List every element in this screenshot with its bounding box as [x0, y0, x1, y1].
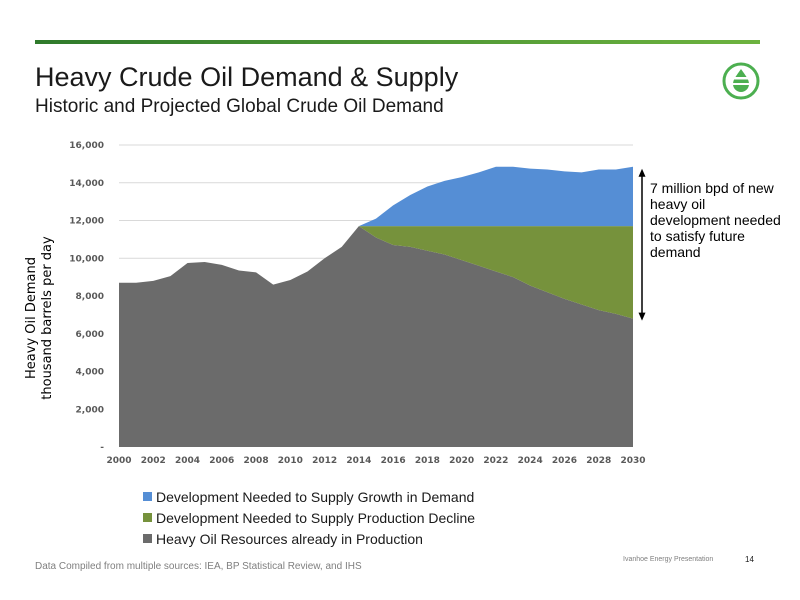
- x-tick-label: 2026: [552, 456, 577, 466]
- x-tick-label: 2002: [141, 456, 166, 466]
- top-accent-bar: [35, 40, 760, 44]
- chart-legend: Development Needed to Supply Growth in D…: [143, 486, 475, 549]
- y-tick-label: 12,000: [69, 217, 104, 227]
- y-tick-label: 2,000: [76, 405, 104, 415]
- slide-title: Heavy Crude Oil Demand & Supply: [35, 62, 459, 92]
- x-tick-label: 2030: [620, 456, 645, 466]
- y-tick-label: 6,000: [76, 330, 104, 340]
- legend-swatch: [143, 513, 152, 522]
- area-series-1: [119, 226, 633, 319]
- x-tick-label: 2008: [244, 456, 269, 466]
- area-series-2: [119, 166, 633, 285]
- x-tick-label: 2018: [415, 456, 440, 466]
- x-tick-label: 2006: [209, 456, 234, 466]
- y-tick-label: 14,000: [69, 179, 104, 189]
- y-tick-label: 16,000: [69, 141, 104, 151]
- y-tick-label: -: [100, 443, 104, 453]
- gap-arrow-head-top: [638, 168, 646, 177]
- page-number: 14: [745, 555, 754, 564]
- x-tick-label: 2020: [449, 456, 474, 466]
- legend-label: Development Needed to Supply Production …: [156, 509, 476, 526]
- legend-item: Heavy Oil Resources already in Productio…: [143, 528, 475, 549]
- y-tick-label: 10,000: [69, 254, 104, 264]
- legend-swatch: [143, 534, 152, 543]
- gap-annotation: 7 million bpd of new heavy oil developme…: [650, 180, 781, 260]
- ivanhoe-drop-logo-icon: [722, 62, 760, 100]
- area-series-0: [119, 226, 633, 447]
- source-note: Data Compiled from multiple sources: IEA…: [35, 561, 362, 572]
- x-tick-label: 2014: [346, 456, 371, 466]
- legend-item: Development Needed to Supply Production …: [143, 507, 475, 528]
- x-tick-label: 2016: [381, 456, 406, 466]
- gap-arrow-head-bottom: [638, 312, 646, 321]
- x-tick-label: 2022: [483, 456, 508, 466]
- footer-label: Ivanhoe Energy Presentation: [623, 556, 714, 563]
- y-tick-label: 4,000: [76, 368, 104, 378]
- x-tick-label: 2012: [312, 456, 337, 466]
- slide-subtitle: Historic and Projected Global Crude Oil …: [35, 96, 444, 117]
- x-tick-label: 2000: [106, 456, 131, 466]
- x-tick-label: 2024: [518, 456, 543, 466]
- legend-item: Development Needed to Supply Growth in D…: [143, 486, 475, 507]
- legend-label: Heavy Oil Resources already in Productio…: [156, 530, 423, 547]
- x-tick-label: 2010: [278, 456, 303, 466]
- y-tick-label: 8,000: [76, 292, 104, 302]
- x-tick-label: 2028: [586, 456, 611, 466]
- legend-label: Development Needed to Supply Growth in D…: [156, 488, 475, 505]
- legend-swatch: [143, 492, 152, 501]
- x-tick-label: 2004: [175, 456, 200, 466]
